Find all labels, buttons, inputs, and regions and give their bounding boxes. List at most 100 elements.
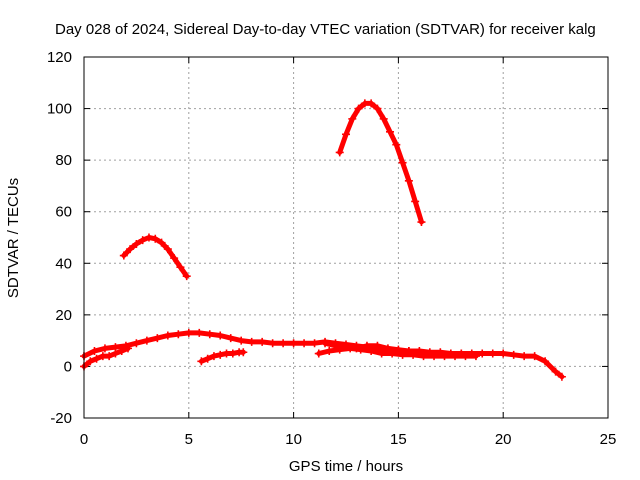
data-point — [478, 349, 487, 358]
data-point — [417, 218, 426, 227]
data-point — [279, 339, 288, 348]
x-tick-label: 20 — [495, 431, 512, 448]
data-point — [151, 234, 160, 243]
y-tick-label: -20 — [50, 410, 72, 427]
data-point — [163, 245, 172, 254]
series-arc-noise-mid — [321, 339, 466, 358]
data-point — [182, 272, 191, 281]
data-point — [258, 337, 267, 346]
data-point — [142, 336, 151, 345]
data-point — [105, 352, 114, 361]
data-point — [404, 346, 413, 355]
data-points — [80, 99, 566, 381]
series-arc-morning-peak — [119, 233, 191, 281]
data-point — [247, 337, 256, 346]
x-tick-labels: 0 5 10 15 20 25 — [80, 431, 617, 448]
y-tick-label: 80 — [55, 152, 72, 169]
data-point — [335, 148, 344, 157]
data-point — [138, 236, 147, 245]
data-point — [373, 104, 382, 113]
data-point — [392, 140, 401, 149]
data-point — [153, 334, 162, 343]
plot-frame — [83, 56, 609, 419]
data-point — [520, 352, 529, 361]
data-point — [126, 245, 135, 254]
data-point — [197, 357, 206, 366]
data-point — [289, 339, 298, 348]
data-point — [352, 344, 361, 353]
data-point — [362, 341, 371, 350]
data-point — [228, 349, 237, 358]
data-point — [216, 350, 225, 359]
chart-title: Day 028 of 2024, Sidereal Day-to-day VTE… — [55, 21, 596, 38]
data-point — [461, 352, 470, 361]
data-point — [268, 339, 277, 348]
data-point — [163, 331, 172, 340]
gridlines — [84, 57, 608, 418]
data-point — [348, 114, 357, 123]
data-point — [367, 99, 376, 108]
data-point — [184, 328, 193, 337]
data-point — [411, 197, 420, 206]
data-point — [425, 348, 434, 357]
data-point — [379, 114, 388, 123]
y-axis-label: SDTVAR / TECUs — [5, 178, 22, 298]
data-point — [157, 238, 166, 247]
data-point — [176, 263, 185, 272]
y-tick-label: 100 — [47, 101, 72, 118]
data-point — [111, 349, 120, 358]
x-tick-label: 5 — [185, 431, 193, 448]
y-tick-label: 0 — [64, 358, 72, 375]
data-point — [117, 346, 126, 355]
data-point — [314, 349, 323, 358]
data-point — [86, 357, 95, 366]
data-point — [383, 344, 392, 353]
data-point — [398, 158, 407, 167]
data-point — [499, 349, 508, 358]
data-point — [386, 127, 395, 136]
data-point — [300, 339, 309, 348]
data-point — [509, 350, 518, 359]
data-point — [457, 349, 466, 358]
x-tick-label: 10 — [285, 431, 302, 448]
data-point — [436, 348, 445, 357]
data-point — [321, 339, 330, 348]
data-point — [92, 354, 101, 363]
y-tick-label: 120 — [47, 49, 72, 66]
data-point — [415, 346, 424, 355]
data-point — [195, 328, 204, 337]
data-point — [325, 346, 334, 355]
series-band — [337, 100, 424, 225]
data-point — [216, 331, 225, 340]
data-point — [530, 352, 539, 361]
data-point — [170, 254, 179, 263]
data-point — [124, 344, 133, 353]
data-point — [119, 251, 128, 260]
data-point — [342, 343, 350, 352]
data-point — [404, 176, 413, 185]
data-point — [551, 367, 560, 376]
series-arc-afternoon-low — [197, 348, 248, 366]
data-point — [174, 330, 183, 339]
data-point — [394, 345, 403, 354]
y-tick-label: 60 — [55, 204, 72, 221]
data-point — [541, 357, 550, 366]
data-point — [226, 334, 235, 343]
x-tick-label: 15 — [390, 431, 407, 448]
y-tick-label: 20 — [55, 307, 72, 324]
data-point — [205, 330, 214, 339]
data-point — [471, 352, 480, 361]
data-point — [209, 352, 218, 361]
data-point — [144, 233, 153, 242]
y-tick-labels: -20 0 20 40 60 80 100 120 — [47, 49, 72, 427]
data-point — [488, 349, 497, 358]
data-point — [132, 239, 141, 248]
data-point — [373, 341, 382, 350]
series-arc-midday-peak — [335, 99, 426, 227]
data-point — [100, 344, 109, 353]
x-tick-label: 25 — [600, 431, 617, 448]
data-point — [377, 349, 386, 358]
data-point — [203, 354, 212, 363]
